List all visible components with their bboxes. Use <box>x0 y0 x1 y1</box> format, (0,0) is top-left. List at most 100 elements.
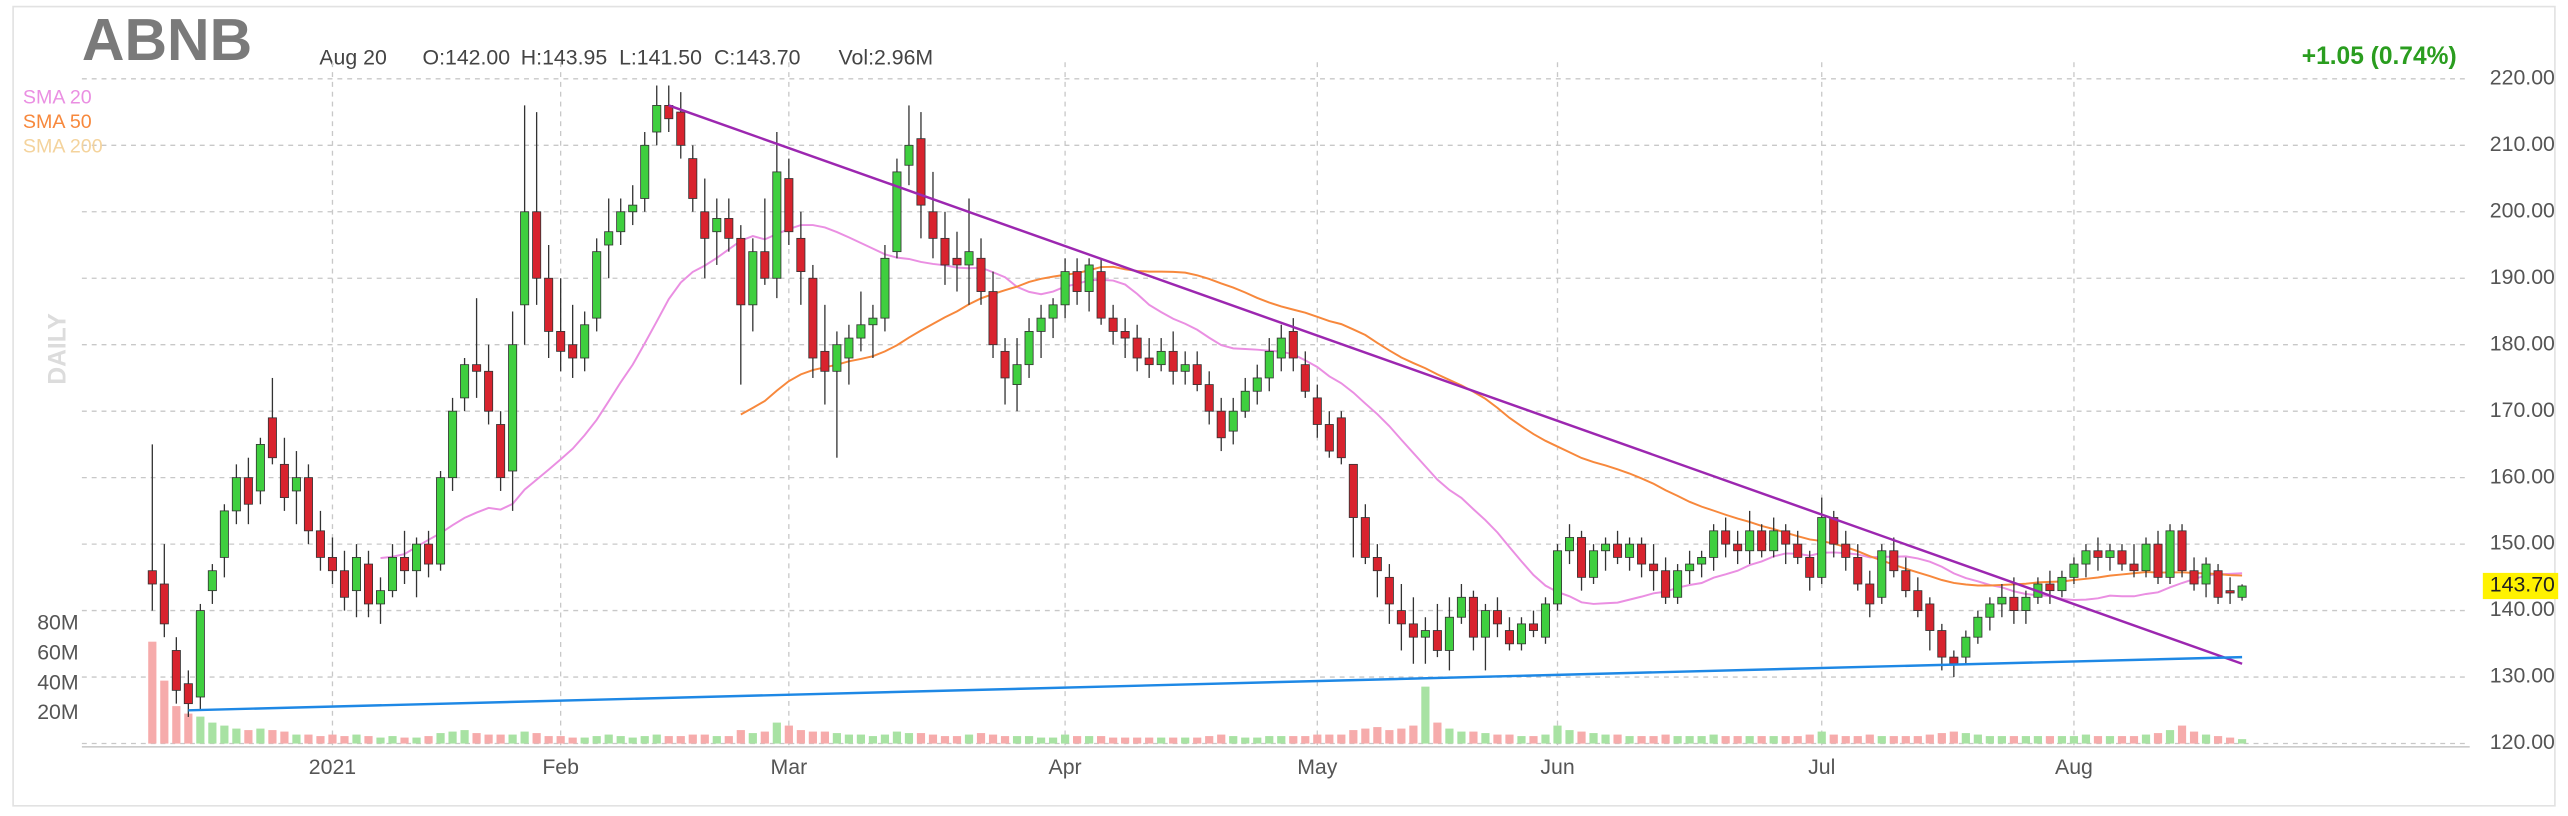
candle-body <box>1805 557 1815 578</box>
candle-body <box>580 324 590 359</box>
candle-body <box>1372 557 1382 572</box>
volume-bar <box>664 736 673 744</box>
volume-bar <box>1805 734 1814 744</box>
candle-body <box>652 105 662 133</box>
candle-body <box>1024 331 1034 366</box>
volume-bar <box>1517 736 1526 744</box>
x-tick-label: Feb <box>542 755 579 779</box>
candle-body <box>1721 530 1731 545</box>
volume-bar <box>844 734 853 744</box>
volume-bar <box>856 734 866 744</box>
candle-body <box>628 204 638 213</box>
candle-body <box>988 291 998 346</box>
x-tick-label: May <box>1297 755 1338 779</box>
volume-bar <box>400 737 409 744</box>
volume-bar <box>568 737 577 744</box>
volume-bar <box>2057 736 2067 744</box>
volume-bar <box>1889 736 1898 744</box>
candle-body <box>388 557 398 592</box>
candle-body <box>1793 543 1803 558</box>
candle-body <box>1252 377 1262 392</box>
candle-body <box>147 570 157 585</box>
volume-bar <box>388 736 397 744</box>
candle-body <box>291 477 301 492</box>
candle-body <box>784 178 794 233</box>
volume-bar <box>1217 734 1226 744</box>
candle-body <box>2081 550 2091 565</box>
candle-body <box>1961 636 1971 658</box>
sma-line <box>740 265 2243 587</box>
y-tick-label: 120.00 <box>2490 730 2555 754</box>
candle-body <box>1516 623 1526 645</box>
volume-bar <box>604 734 613 744</box>
volume-bar <box>988 734 998 744</box>
volume-bar <box>2225 737 2235 744</box>
candle-body <box>1240 390 1250 412</box>
candle-body <box>2093 550 2103 558</box>
candle-body <box>1853 557 1863 585</box>
candle-body <box>1180 364 1190 372</box>
volume-bar <box>748 733 757 744</box>
volume-bar <box>316 736 325 744</box>
volume-bar <box>364 736 373 744</box>
candle-body <box>736 237 746 306</box>
volume-bar <box>472 733 481 744</box>
volume-bar <box>928 734 938 744</box>
candle-body <box>2009 596 2019 611</box>
x-tick-label: 2021 <box>309 755 356 779</box>
volume-bar <box>892 731 902 744</box>
candle-body <box>1925 603 1935 631</box>
volume-bar <box>1036 737 1046 744</box>
volume-bar <box>1493 734 1502 744</box>
volume-bar <box>1325 734 1334 744</box>
volume-bar <box>1337 734 1346 744</box>
volume-bar <box>1973 734 1982 744</box>
candle-body <box>748 251 758 306</box>
candle-body <box>880 257 890 319</box>
candle-body <box>376 590 386 605</box>
candle-body <box>2201 563 2211 585</box>
volume-bar <box>448 731 457 744</box>
candle-body <box>700 211 710 239</box>
candle-body <box>1504 630 1514 645</box>
volume-bar <box>1625 736 1634 744</box>
last-price-box <box>2482 572 2559 600</box>
candle-body <box>760 251 770 279</box>
volume-bar <box>1541 734 1550 744</box>
trendline <box>668 104 2243 665</box>
volume-bar <box>280 731 289 744</box>
candle-body <box>2141 543 2151 572</box>
candle-body <box>2177 530 2187 572</box>
y-tick-label: 220.00 <box>2490 65 2555 89</box>
volume-bar <box>592 736 601 744</box>
candle-body <box>1288 331 1298 359</box>
candle-body <box>1060 271 1070 306</box>
volume-bar <box>1853 736 1862 744</box>
volume-bar <box>1865 734 1874 744</box>
candle-body <box>1565 537 1575 552</box>
volume-bar <box>1673 736 1682 744</box>
volume-bar <box>1757 736 1766 744</box>
candle-body <box>1396 610 1406 625</box>
volume-bar <box>1109 737 1118 744</box>
sma-legend: SMA 50 <box>23 111 92 133</box>
volume-bar <box>424 736 433 744</box>
candle-body <box>1216 410 1226 439</box>
volume-bar <box>1133 737 1142 744</box>
volume-bar <box>2093 736 2103 744</box>
y-tick-label: 140.00 <box>2490 597 2555 621</box>
volume-bar <box>304 734 313 744</box>
candle-body <box>1985 603 1995 618</box>
volume-bar <box>544 736 553 744</box>
volume-bar <box>700 734 709 744</box>
candle-body <box>412 543 422 572</box>
candle-body <box>1865 583 1875 605</box>
volume-bar <box>1781 736 1790 744</box>
volume-bar <box>1505 734 1514 744</box>
volume-bar <box>628 737 637 744</box>
candle-body <box>219 510 229 558</box>
volume-bar <box>2237 739 2247 744</box>
candle-body <box>640 144 650 199</box>
candle-body <box>315 530 325 558</box>
